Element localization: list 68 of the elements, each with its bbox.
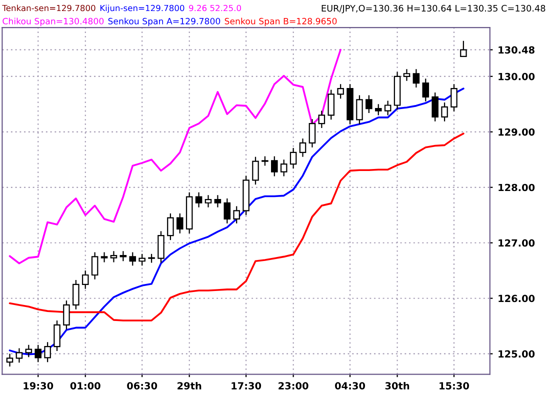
text: Senkou Span B=128.9650 (224, 18, 337, 26)
candlestick (308, 118, 316, 148)
candlestick (290, 147, 297, 170)
candlestick (82, 270, 89, 290)
candlestick (214, 194, 222, 208)
candlestick (176, 212, 184, 234)
text: Senkou Span A=129.7800 (108, 18, 220, 26)
candlestick (450, 84, 458, 112)
candlestick (100, 252, 108, 263)
candlestick (280, 159, 288, 177)
chart-title: EUR/JPY,O=130.36 H=130.64 L=130.35 C=130.48 (322, 4, 546, 14)
y-tick-label: 125.00 (498, 350, 535, 358)
candlestick (167, 212, 174, 241)
candlestick (54, 320, 60, 352)
candlestick (129, 252, 136, 266)
candlestick (262, 156, 268, 166)
candlestick (25, 344, 32, 358)
x-tick-label: 06:30 (127, 382, 158, 390)
x-tick-label: 23:00 (278, 382, 308, 390)
candlestick (204, 194, 212, 208)
candlestick (233, 206, 240, 224)
candlestick (460, 40, 467, 58)
candlestick (120, 250, 127, 262)
candlestick (432, 92, 438, 122)
candlestick (16, 348, 23, 364)
candlestick (110, 250, 118, 263)
candlestick (422, 78, 430, 102)
candlestick (158, 230, 164, 264)
candlestick (252, 156, 259, 186)
x-tick-label: 29th (178, 382, 202, 390)
text: Kijun-sen=129.7800 (100, 4, 184, 13)
candlestick (224, 198, 231, 224)
x-tick-label: 04:30 (335, 382, 366, 390)
candlestick (328, 89, 335, 120)
y-tick-label: 129.00 (498, 128, 535, 136)
y-tick-label: 130.00 (498, 72, 535, 80)
candlestick (356, 94, 363, 125)
candlestick (412, 68, 420, 88)
x-tick-label: 17:30 (232, 382, 262, 390)
y-tick-label: 128.00 (498, 184, 535, 192)
text: 9.26 52.25.0 (189, 4, 241, 12)
text: Chikou Span=130.4800 (2, 18, 104, 26)
candlestick (72, 279, 80, 310)
candlestick (91, 252, 98, 280)
candlestick (138, 253, 146, 266)
candlestick (441, 102, 448, 122)
line-series (8, 48, 342, 264)
x-tick-label: 01:00 (70, 382, 100, 390)
candlestick (403, 68, 410, 82)
candlestick (337, 84, 344, 100)
candlestick (34, 344, 42, 363)
candlestick (299, 138, 306, 158)
candlestick (374, 104, 382, 116)
candlestick (63, 300, 70, 330)
y-tick-label: 126.00 (498, 294, 535, 302)
candlestick (384, 100, 392, 116)
x-tick-label: 19:30 (24, 382, 54, 390)
x-tick-label: 30th (385, 382, 410, 390)
y-tick-label: 130.48 (498, 46, 534, 54)
x-tick-label: 15:30 (440, 382, 470, 390)
candlestick (6, 353, 14, 368)
candlestick (318, 110, 326, 129)
candlestick (271, 156, 278, 177)
candlestick (44, 342, 51, 363)
text: Tenkan-sen=129.7800 (2, 4, 96, 12)
candlestick (366, 94, 372, 114)
candlestick (195, 192, 202, 208)
y-tick-label: 127.00 (498, 239, 535, 247)
